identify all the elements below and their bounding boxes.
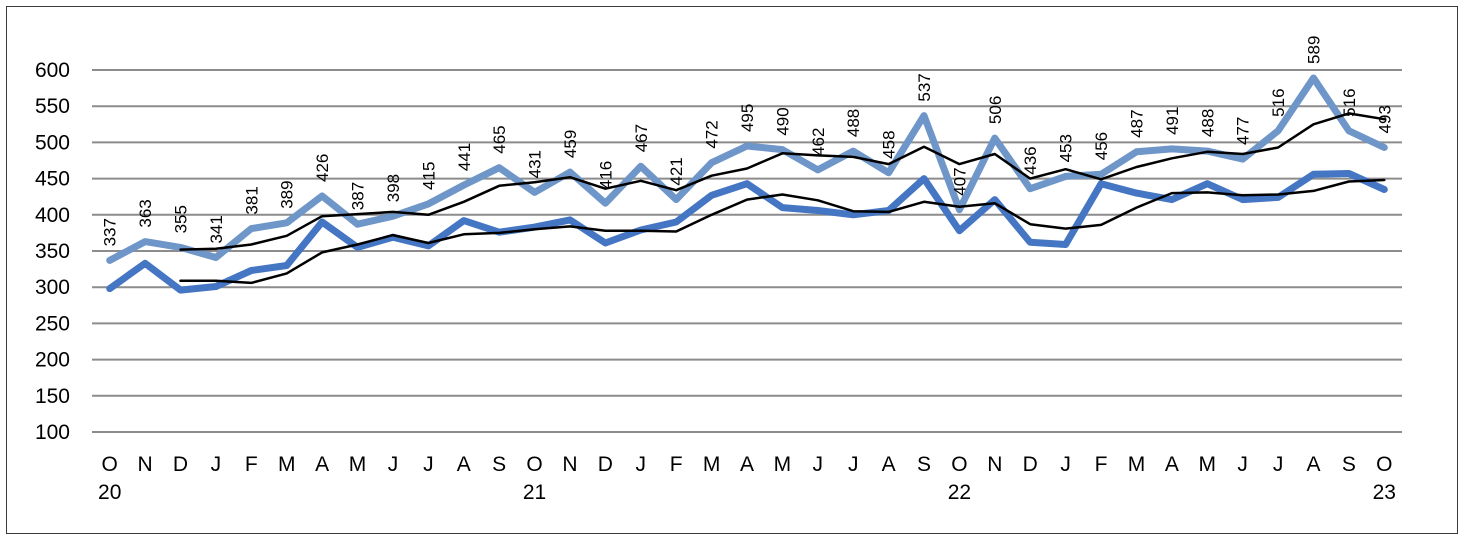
x-tick-label-0: O — [102, 453, 118, 476]
x-tick-label-26: D — [1023, 453, 1038, 476]
data-label-12: 431 — [526, 150, 545, 178]
x-tick-label-20: J — [813, 453, 824, 476]
x-tick-label-8: J — [388, 453, 399, 476]
data-label-14: 416 — [596, 161, 615, 189]
data-label-9: 415 — [419, 162, 438, 190]
data-label-26: 436 — [1021, 146, 1040, 174]
data-label-10: 441 — [455, 143, 474, 171]
data-label-13: 459 — [561, 130, 580, 158]
data-label-29: 487 — [1127, 109, 1146, 137]
y-tick-label-300: 300 — [35, 276, 70, 299]
data-label-3: 341 — [207, 215, 226, 243]
x-tick-label-2: D — [173, 453, 188, 476]
x-tick-label-15: J — [636, 453, 647, 476]
x-year-label-21: 21 — [523, 481, 546, 504]
x-tick-label-33: J — [1273, 453, 1284, 476]
data-label-11: 465 — [490, 125, 509, 153]
y-tick-label-550: 550 — [35, 95, 70, 118]
x-tick-label-11: S — [492, 453, 506, 476]
x-tick-label-7: M — [349, 453, 367, 476]
data-label-30: 491 — [1163, 107, 1182, 135]
data-label-2: 355 — [172, 205, 191, 233]
data-label-5: 389 — [278, 180, 297, 208]
y-tick-label-250: 250 — [35, 312, 70, 335]
x-tick-label-24: O — [951, 453, 967, 476]
data-label-20: 462 — [809, 128, 828, 156]
data-label-0: 337 — [101, 218, 120, 246]
x-tick-label-35: S — [1342, 453, 1356, 476]
y-tick-label-350: 350 — [35, 240, 70, 263]
data-label-27: 453 — [1057, 134, 1076, 162]
x-tick-label-34: A — [1306, 453, 1320, 476]
data-label-28: 456 — [1092, 132, 1111, 160]
data-label-1: 363 — [136, 199, 155, 227]
y-tick-label-150: 150 — [35, 385, 70, 408]
x-tick-label-19: M — [774, 453, 792, 476]
x-tick-label-30: A — [1165, 453, 1179, 476]
x-axis: O N D J F M A M J J A S O N D J F M A M J J A S O N D J F M A M J J A S O20 2… — [98, 453, 1396, 504]
data-label-35: 516 — [1340, 88, 1359, 116]
y-tick-label-200: 200 — [35, 349, 70, 372]
data-label-33: 516 — [1269, 88, 1288, 116]
data-label-31: 488 — [1198, 109, 1217, 137]
x-tick-label-21: J — [848, 453, 859, 476]
x-tick-label-13: N — [562, 453, 577, 476]
data-label-25: 506 — [986, 96, 1005, 124]
y-tick-label-400: 400 — [35, 204, 70, 227]
x-tick-label-32: J — [1237, 453, 1248, 476]
x-tick-label-4: F — [245, 453, 258, 476]
data-label-23: 537 — [915, 73, 934, 101]
x-tick-label-23: S — [917, 453, 931, 476]
data-label-4: 381 — [242, 186, 261, 214]
data-label-15: 467 — [632, 124, 651, 152]
data-label-36: 493 — [1375, 105, 1394, 133]
x-tick-label-28: F — [1095, 453, 1108, 476]
x-tick-label-3: J — [211, 453, 222, 476]
data-label-19: 490 — [773, 107, 792, 135]
y-tick-label-600: 600 — [35, 59, 70, 82]
data-label-17: 472 — [703, 120, 722, 148]
x-tick-label-10: A — [457, 453, 471, 476]
data-label-21: 488 — [844, 109, 863, 137]
series-line-2 — [106, 170, 1388, 294]
y-axis: 100 150 200 250 300 350 400 450 500 550 600 — [35, 59, 70, 444]
x-tick-label-31: M — [1199, 453, 1217, 476]
y-tick-label-500: 500 — [35, 131, 70, 154]
series-line-4 — [179, 178, 1386, 285]
data-label-7: 387 — [349, 182, 368, 210]
x-tick-label-27: J — [1060, 453, 1071, 476]
x-year-label-22: 22 — [948, 481, 971, 504]
series-line-3 — [179, 112, 1386, 251]
x-tick-label-6: A — [315, 453, 329, 476]
data-labels: 337 363 355 341 381 389 426 387 398 415 441 465 431 4… — [101, 36, 1395, 247]
x-year-label-23: 23 — [1373, 481, 1396, 504]
series-line-1 — [106, 74, 1388, 264]
x-tick-label-17: M — [703, 453, 721, 476]
data-label-24: 407 — [950, 167, 969, 195]
data-label-22: 458 — [880, 130, 899, 158]
x-tick-label-36: O — [1376, 453, 1392, 476]
series-layer — [106, 74, 1388, 294]
x-tick-label-5: M — [278, 453, 296, 476]
x-tick-label-12: O — [526, 453, 542, 476]
y-tick-label-450: 450 — [35, 168, 70, 191]
x-tick-label-16: F — [670, 453, 683, 476]
x-tick-label-25: N — [987, 453, 1002, 476]
y-tick-label-100: 100 — [35, 421, 70, 444]
data-label-6: 426 — [313, 154, 332, 182]
data-label-16: 421 — [667, 157, 686, 185]
x-tick-label-22: A — [882, 453, 896, 476]
x-tick-label-9: J — [423, 453, 434, 476]
gridlines — [92, 69, 1402, 433]
x-tick-label-18: A — [740, 453, 754, 476]
x-year-label-20: 20 — [98, 481, 121, 504]
x-tick-label-14: D — [598, 453, 613, 476]
data-label-8: 398 — [384, 174, 403, 202]
data-label-32: 477 — [1234, 117, 1253, 145]
data-label-18: 495 — [738, 104, 757, 132]
x-tick-label-1: N — [138, 453, 153, 476]
data-label-34: 589 — [1304, 36, 1323, 64]
x-tick-label-29: M — [1128, 453, 1146, 476]
